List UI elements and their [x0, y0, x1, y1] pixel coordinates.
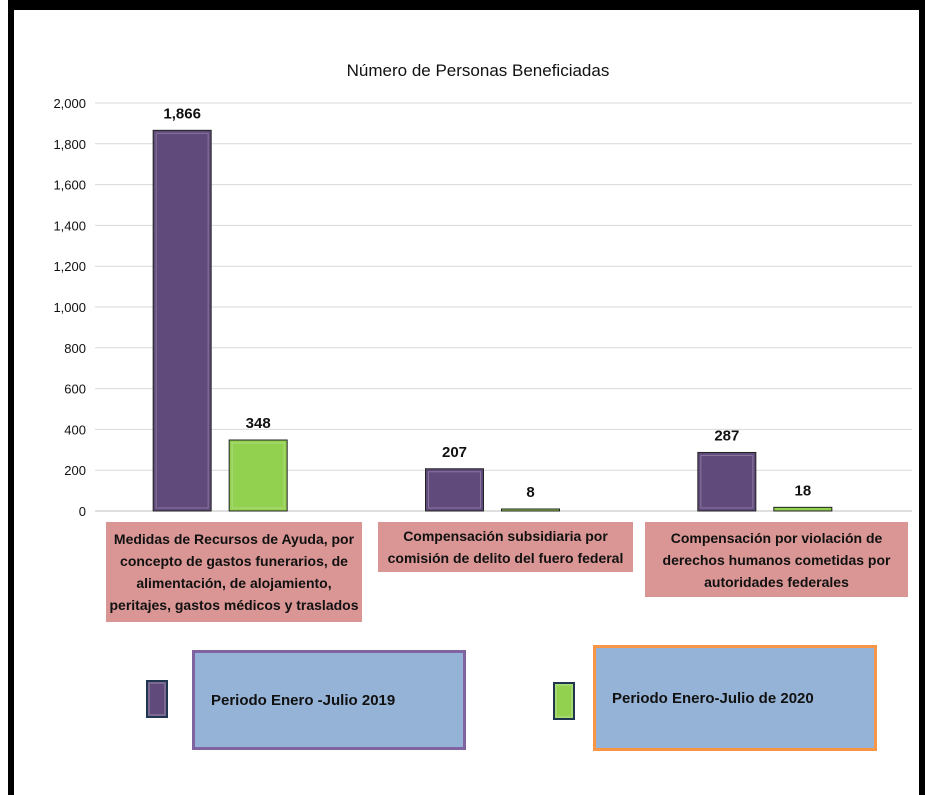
- y-tick-label: 200: [64, 463, 86, 478]
- data-label: 287: [714, 427, 739, 444]
- data-label: 348: [246, 415, 271, 432]
- y-tick-label: 1,400: [53, 218, 86, 233]
- y-tick-label: 800: [64, 341, 86, 356]
- legend-swatch-2020: [553, 682, 575, 720]
- legend-label-2020: Periodo Enero-Julio de 2020: [612, 689, 814, 707]
- y-tick-label: 400: [64, 422, 86, 437]
- category-label: Medidas de Recursos de Ayuda, por concep…: [106, 522, 362, 622]
- y-tick-label: 1,200: [53, 259, 86, 274]
- data-label: 1,866: [163, 105, 201, 122]
- y-tick-label: 2,000: [53, 96, 86, 111]
- data-label: 207: [442, 444, 467, 461]
- y-tick-label: 1,800: [53, 137, 86, 152]
- bar-2020-0: [228, 439, 288, 512]
- legend-item-2019: Periodo Enero -Julio 2019: [192, 650, 466, 750]
- y-tick-label: 600: [64, 382, 86, 397]
- bar-2019-2: [697, 451, 757, 512]
- legend-swatch-2019: [146, 680, 168, 718]
- legend-label-2019: Periodo Enero -Julio 2019: [211, 691, 396, 709]
- bar-2019-0: [152, 129, 212, 512]
- y-tick-label: 0: [79, 504, 86, 519]
- gridlines: [95, 102, 912, 512]
- category-label: Compensación por violación de derechos h…: [645, 522, 908, 597]
- chart-title: Número de Personas Beneficiadas: [347, 61, 610, 80]
- data-label: 18: [794, 482, 811, 499]
- y-axis-ticks: 0 200 400 600 800 1,000 1,200 1,400 1,600 1,800 2,…: [53, 96, 86, 519]
- data-label: 8: [526, 484, 534, 501]
- y-tick-label: 1,000: [53, 300, 86, 315]
- bar-2019-1: [425, 468, 484, 512]
- bar-2020-2: [773, 506, 833, 512]
- bars: [152, 129, 833, 512]
- data-labels: 1,866 348 207 8 287 18: [163, 105, 811, 501]
- category-label: Compensación subsidiaria por comisión de…: [378, 522, 633, 572]
- y-tick-label: 1,600: [53, 178, 86, 193]
- bar-2020-1: [501, 508, 560, 512]
- legend-item-2020: Periodo Enero-Julio de 2020: [593, 645, 877, 751]
